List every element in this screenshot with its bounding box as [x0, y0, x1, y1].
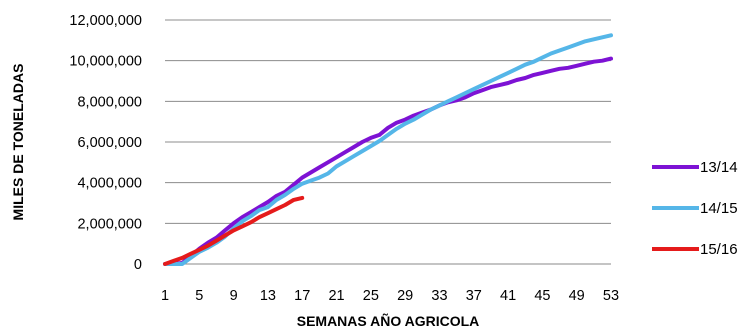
x-tick-label: 25	[363, 288, 379, 304]
y-tick-label: 6,000,000	[77, 135, 142, 151]
x-tick-label: 1	[161, 288, 169, 304]
x-tick-label: 37	[466, 288, 482, 304]
legend-label: 13/14	[700, 159, 738, 176]
x-tick-label: 45	[534, 288, 550, 304]
x-tick-label: 21	[328, 288, 344, 304]
legend-label: 14/15	[700, 200, 738, 217]
y-tick-label: 10,000,000	[69, 54, 142, 70]
series-lines	[163, 33, 613, 266]
series-line-14-15	[163, 33, 613, 266]
legend: 13/14 14/15 15/16	[652, 159, 738, 258]
x-tick-label: 33	[431, 288, 447, 304]
y-axis-title: MILES DE TONELADAS	[10, 64, 26, 221]
series-line-13-14	[163, 56, 613, 266]
x-tick-label: 29	[397, 288, 413, 304]
x-axis-title: SEMANAS AÑO AGRICOLA	[297, 312, 480, 329]
legend-label: 15/16	[700, 241, 738, 258]
x-tick-label: 49	[569, 288, 585, 304]
gridlines	[165, 19, 611, 224]
x-tick-label: 41	[500, 288, 516, 304]
y-tick-label: 0	[134, 257, 142, 273]
y-tick-label: 4,000,000	[77, 176, 142, 192]
y-tick-label: 2,000,000	[77, 216, 142, 232]
y-tick-label: 12,000,000	[69, 13, 142, 29]
x-tick-label: 13	[260, 288, 276, 304]
series-line-15-16	[163, 195, 305, 266]
x-tick-label: 9	[230, 288, 238, 304]
x-tick-label: 53	[603, 288, 619, 304]
x-tick-label: 17	[294, 288, 310, 304]
x-tick-labels: 1 5 9 13 17 21 25 29 33 37 41 45 49 53	[161, 288, 619, 304]
y-tick-labels: 0 2,000,000 4,000,000 6,000,000 8,000,000 10,…	[69, 13, 142, 273]
x-tick-label: 5	[195, 288, 203, 304]
y-tick-label: 8,000,000	[77, 94, 142, 110]
